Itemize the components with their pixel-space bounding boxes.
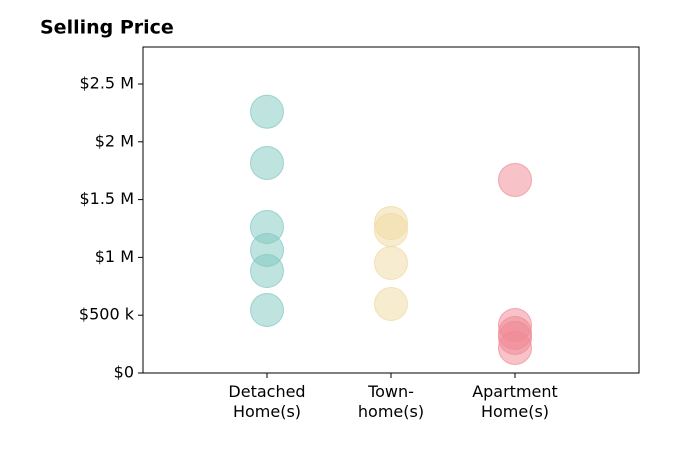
point	[498, 331, 532, 366]
y-tick-label: $1.5 M	[79, 189, 134, 208]
chart-title: Selling Price	[40, 17, 174, 39]
point	[250, 145, 284, 180]
point	[250, 94, 284, 129]
x-tick-label: Apartment Home(s)	[472, 382, 558, 421]
point	[498, 162, 532, 197]
y-tick-label: $1 M	[95, 247, 134, 266]
point	[374, 286, 408, 321]
x-tick-label: Detached Home(s)	[228, 382, 306, 421]
point	[250, 254, 284, 289]
point	[374, 212, 408, 247]
y-tick-label: $0	[114, 363, 134, 382]
y-tick-label: $2.5 M	[79, 73, 134, 92]
y-tick-label: $500 k	[79, 305, 135, 324]
x-tick-label: Town- home(s)	[357, 382, 425, 421]
point	[250, 292, 284, 327]
y-tick-label: $2 M	[95, 131, 134, 150]
point	[374, 245, 408, 280]
